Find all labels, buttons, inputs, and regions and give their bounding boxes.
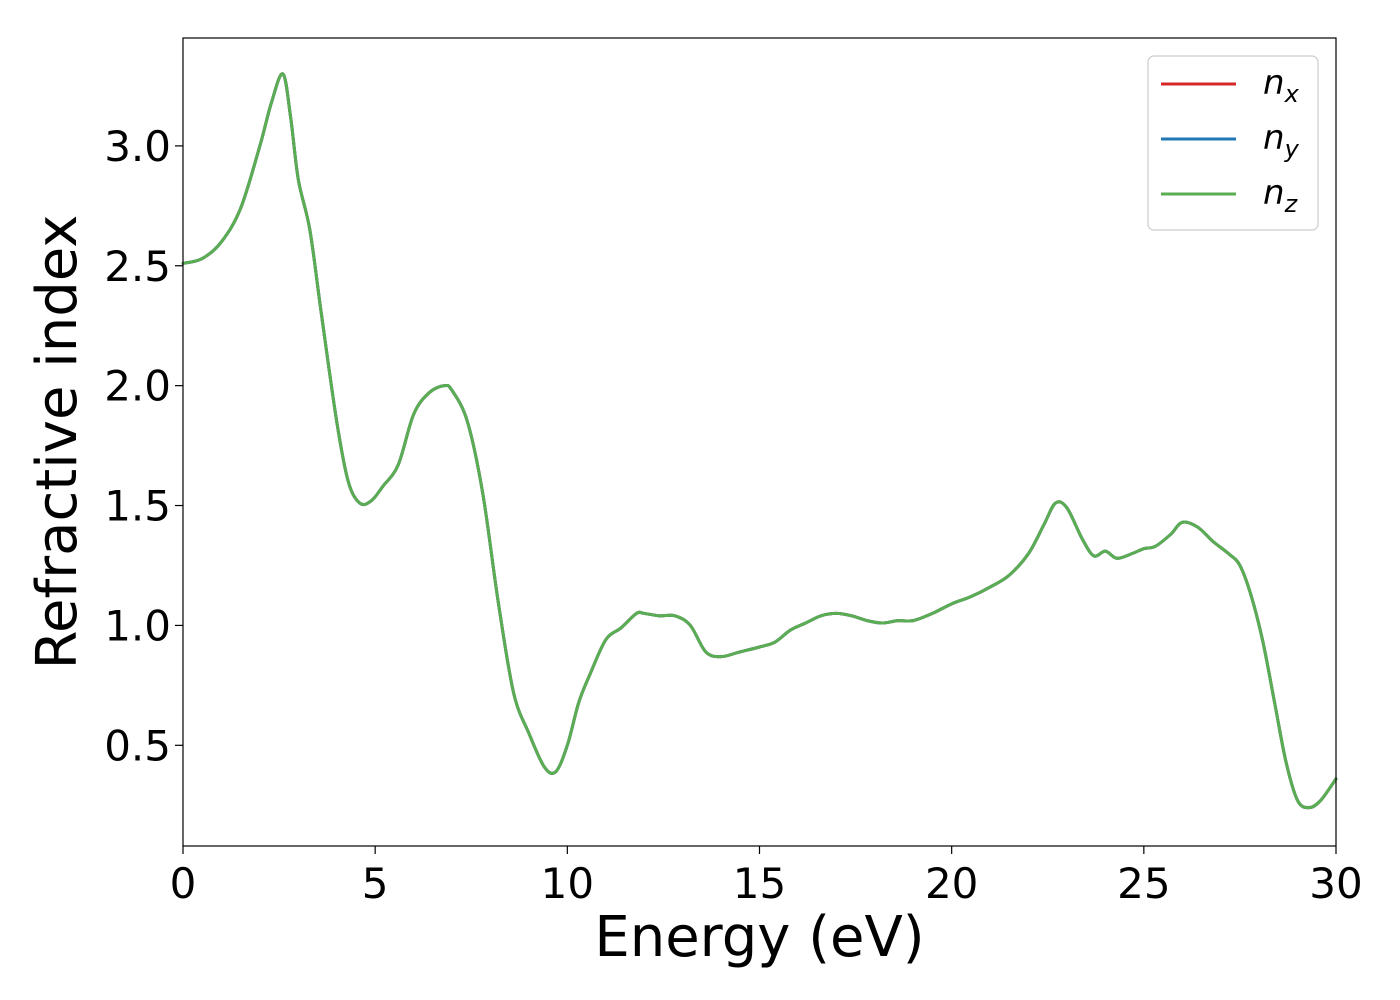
y-axis-title: Refractive index bbox=[25, 215, 90, 670]
y-axis-ticks: 0.5 1.0 1.5 2.0 2.5 3.0 bbox=[104, 122, 183, 770]
y-tick-label: 2.0 bbox=[104, 362, 171, 411]
y-tick-label: 2.5 bbox=[104, 242, 171, 291]
y-tick-label: 0.5 bbox=[104, 721, 171, 770]
y-tick-label: 1.5 bbox=[104, 482, 171, 531]
x-tick-label: 30 bbox=[1309, 859, 1362, 908]
legend: nx ny nz bbox=[1147, 55, 1319, 231]
legend-label-nz: nz bbox=[1263, 173, 1299, 218]
legend-label-ny: ny bbox=[1263, 118, 1300, 163]
series-line-nz bbox=[181, 72, 1338, 810]
x-tick-label: 5 bbox=[362, 859, 389, 908]
legend-label-nx: nx bbox=[1263, 63, 1300, 108]
x-tick-label: 15 bbox=[733, 859, 786, 908]
x-tick-label: 20 bbox=[925, 859, 978, 908]
x-axis-ticks: 0 5 10 15 20 25 30 bbox=[170, 846, 1363, 908]
y-tick-label: 1.0 bbox=[104, 601, 171, 650]
y-tick-label: 3.0 bbox=[104, 122, 171, 171]
legend-box bbox=[1147, 55, 1319, 231]
x-tick-label: 25 bbox=[1117, 859, 1170, 908]
x-axis-title: Energy (eV) bbox=[594, 905, 924, 970]
x-tick-label: 10 bbox=[541, 859, 594, 908]
series-layer bbox=[181, 72, 1338, 810]
x-tick-label: 0 bbox=[170, 859, 197, 908]
